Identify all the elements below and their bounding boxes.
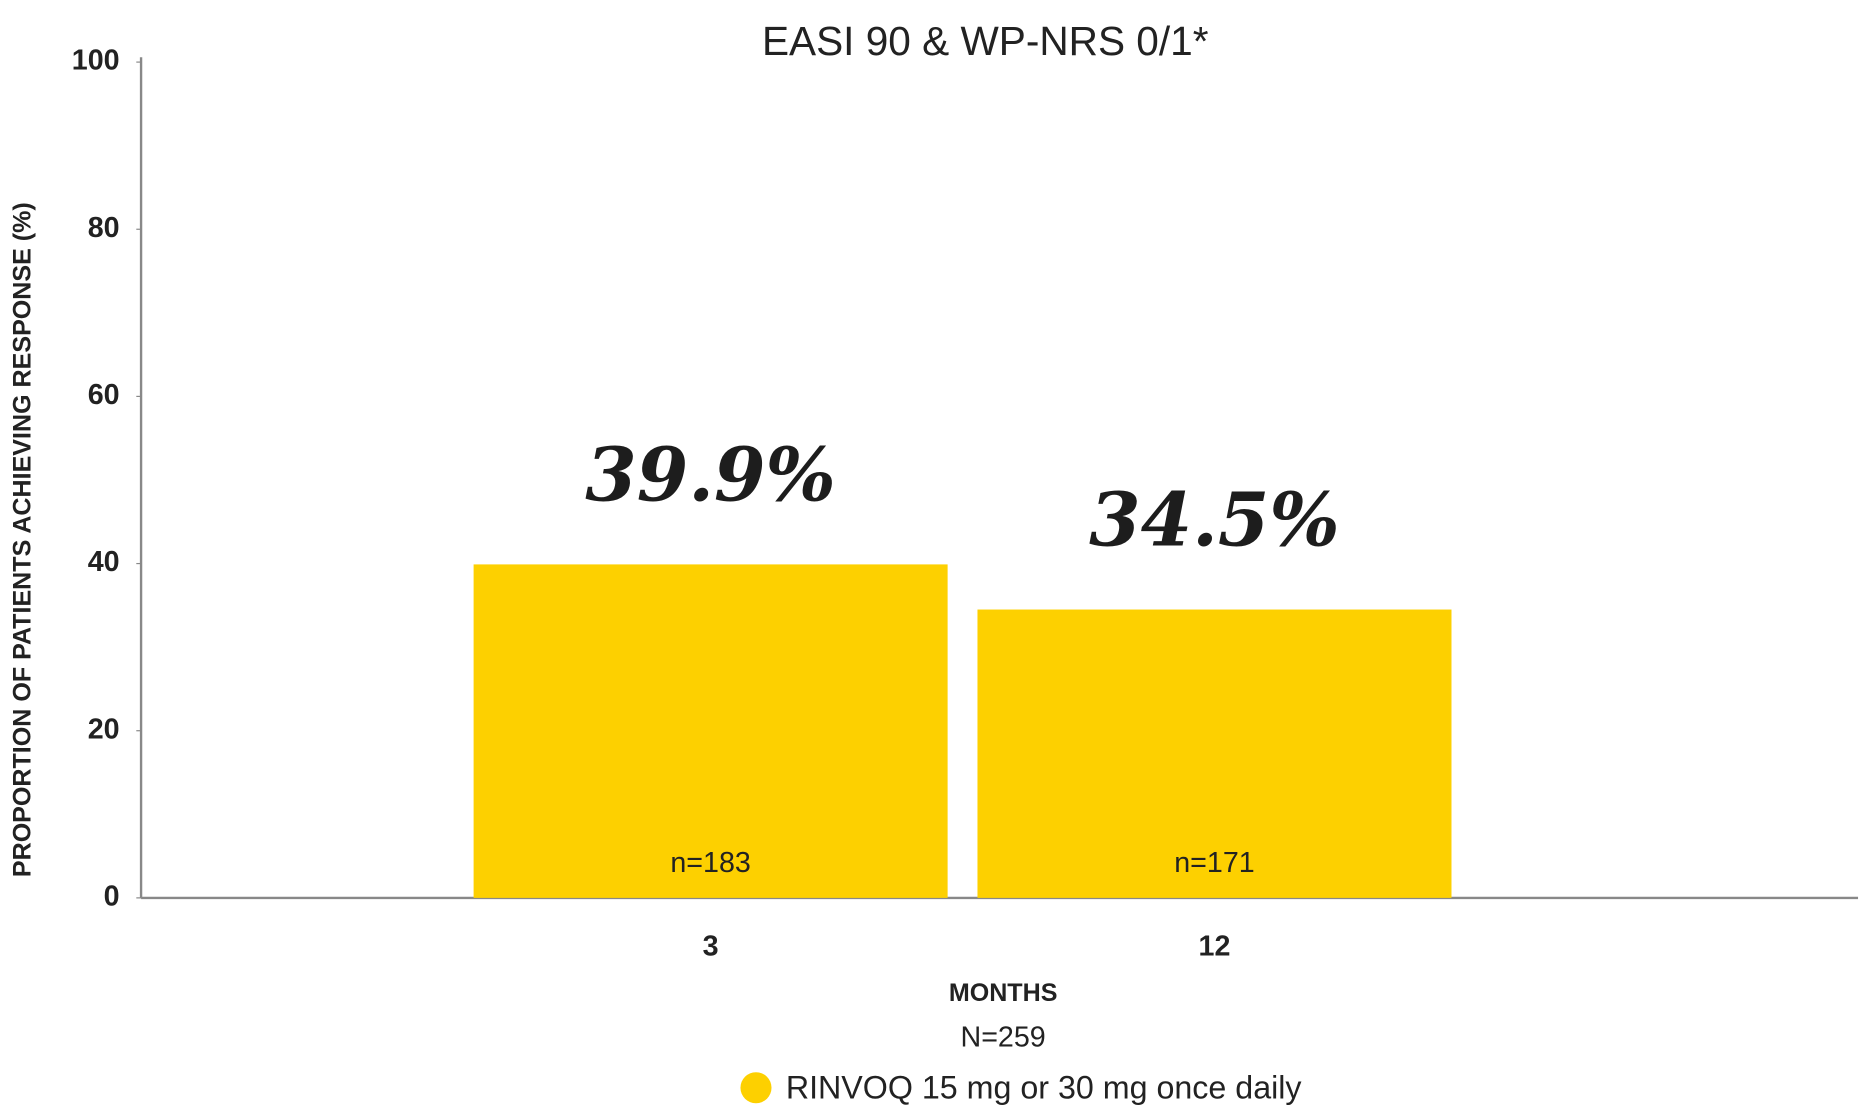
y-tick-label: 20 — [88, 713, 120, 745]
value-label: 34.5% — [1089, 476, 1340, 563]
legend-label: RINVOQ 15 mg or 30 mg once daily — [786, 1070, 1303, 1106]
bar — [977, 609, 1452, 898]
y-tick-label: 40 — [88, 546, 120, 578]
y-tick-label: 0 — [104, 880, 120, 912]
y-tick-label: 80 — [88, 212, 120, 244]
y-axis-title: PROPORTION OF PATIENTS ACHIEVING RESPONS… — [9, 202, 37, 877]
y-tick-label: 100 — [72, 45, 120, 77]
x-axis-title: MONTHS — [949, 979, 1058, 1007]
chart-title: EASI 90 & WP-NRS 0/1* — [762, 18, 1209, 64]
x-tick-label: 12 — [1199, 931, 1231, 963]
bar — [473, 564, 948, 898]
bar-annotation: n=183 — [670, 847, 750, 879]
subtitle: N=259 — [961, 1021, 1046, 1053]
x-tick-label: 3 — [703, 931, 719, 963]
y-tick-label: 60 — [88, 379, 120, 411]
value-label: 39.9% — [585, 431, 836, 518]
legend-swatch — [740, 1072, 772, 1104]
bar-annotation: n=171 — [1174, 847, 1254, 879]
